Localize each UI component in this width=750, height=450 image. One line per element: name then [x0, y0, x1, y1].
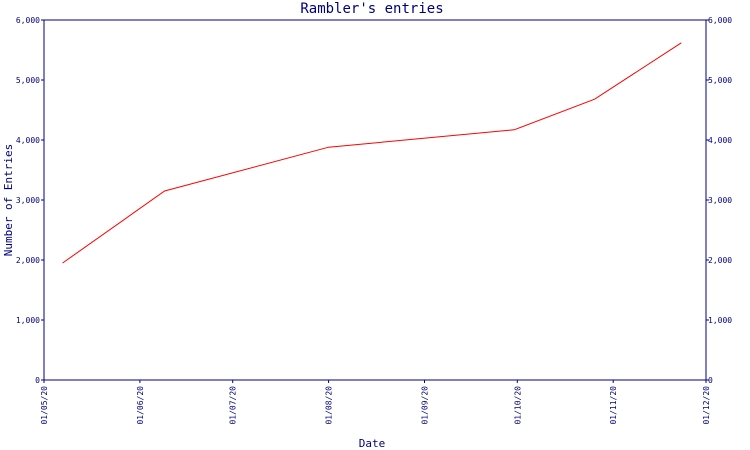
y-tick-label-right: 4,000: [708, 136, 732, 145]
y-tick-label-right: 1,000: [708, 316, 732, 325]
x-tick-label: 01/07/20: [229, 386, 238, 425]
chart-title: Rambler's entries: [300, 1, 443, 17]
x-axis: 01/05/20 01/06/20 01/07/20 01/08/20 01/09/20…: [40, 380, 711, 425]
series-line: [62, 42, 682, 264]
y-tick-label: 6,000: [16, 16, 40, 25]
x-tick-label: 01/05/20: [40, 386, 49, 425]
x-tick-label: 01/12/20: [702, 386, 711, 425]
y-tick-label: 3,000: [16, 196, 40, 205]
y-axis-left: 0 1,000 2,000 3,000 4,000 5,000 6,000: [16, 16, 44, 385]
y-tick-label-right: 2,000: [708, 256, 732, 265]
y-tick-label: 4,000: [16, 136, 40, 145]
y-tick-label-right: 0: [708, 376, 713, 385]
y-tick-label-right: 3,000: [708, 196, 732, 205]
plot-frame: [43, 19, 707, 381]
x-tick-label: 01/11/20: [609, 386, 618, 425]
y-axis-right: 0 1,000 2,000 3,000 4,000 5,000 6,000: [706, 16, 732, 385]
x-tick-label: 01/10/20: [513, 386, 522, 425]
series-layer: [62, 42, 682, 264]
y-axis-label: Number of Entries: [2, 144, 15, 257]
y-tick-label-right: 6,000: [708, 16, 732, 25]
y-tick-label-right: 5,000: [708, 76, 732, 85]
x-tick-label: 01/08/20: [325, 386, 334, 425]
x-tick-label: 01/09/20: [420, 386, 429, 425]
x-tick-label: 01/06/20: [136, 386, 145, 425]
x-axis-label: Date: [359, 437, 386, 450]
y-tick-label: 2,000: [16, 256, 40, 265]
y-tick-label: 1,000: [16, 316, 40, 325]
y-tick-label: 0: [35, 376, 40, 385]
y-tick-label: 5,000: [16, 76, 40, 85]
